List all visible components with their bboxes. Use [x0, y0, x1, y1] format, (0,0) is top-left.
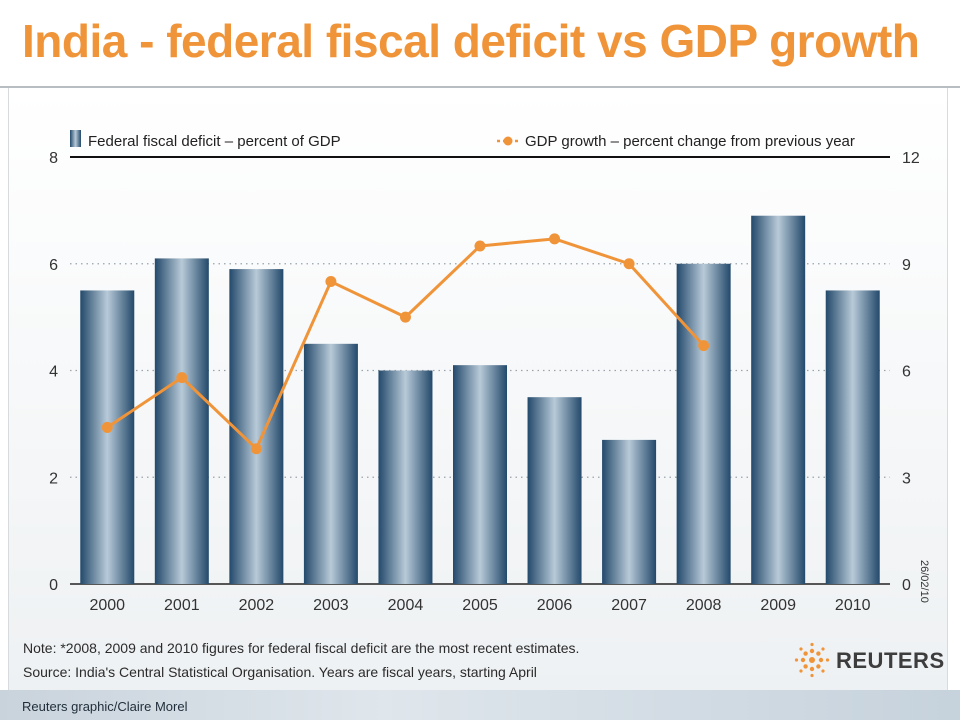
bar — [154, 258, 209, 584]
y-left-tick-label: 6 — [49, 257, 58, 274]
title-divider — [0, 86, 960, 88]
y-left-tick-label: 2 — [49, 470, 58, 487]
x-tick-label: 2000 — [89, 597, 125, 614]
y-right-tick-label: 6 — [902, 364, 911, 381]
gdp-growth-point — [698, 340, 710, 352]
x-tick-label: 2003 — [313, 597, 349, 614]
gdp-growth-point — [250, 443, 262, 455]
bar — [602, 439, 657, 584]
reuters-logo-text: REUTERS — [836, 648, 945, 673]
reuters-logo-icon — [794, 642, 830, 678]
chart-source: Source: India's Central Statistical Orga… — [23, 664, 537, 680]
x-tick-label: 2004 — [388, 597, 424, 614]
reuters-logo: REUTERS — [794, 640, 944, 680]
gdp-growth-point — [549, 233, 561, 245]
gdp-growth-point — [399, 311, 411, 323]
x-tick-label: 2010 — [835, 597, 871, 614]
credit-band — [0, 690, 960, 720]
bar — [825, 290, 880, 584]
graphic-credit: Reuters graphic/Claire Morel — [22, 699, 188, 714]
y-right-tick-label: 9 — [902, 257, 911, 274]
y-right-tick-label: 12 — [902, 150, 920, 167]
y-left-tick-label: 4 — [49, 364, 58, 381]
y-right-tick-label: 3 — [902, 470, 911, 487]
bar — [453, 365, 507, 584]
legend-swatch-bar — [70, 130, 81, 147]
gdp-growth-point — [623, 258, 635, 270]
legend-label-gdp-growth: GDP growth – percent change from previou… — [525, 133, 855, 150]
y-left-tick-label: 8 — [49, 150, 58, 167]
page-title: India - federal fiscal deficit vs GDP gr… — [22, 15, 920, 67]
bar — [527, 397, 582, 584]
gdp-growth-point — [474, 240, 486, 252]
bar — [229, 269, 284, 584]
x-tick-label: 2002 — [239, 597, 275, 614]
bar — [676, 263, 731, 584]
x-tick-label: 2007 — [611, 597, 647, 614]
date-stamp: 26/02/10 — [918, 560, 930, 603]
x-tick-label: 2001 — [164, 597, 200, 614]
bar — [303, 343, 358, 584]
bar — [378, 370, 433, 584]
bar — [751, 215, 806, 584]
y-right-tick-label: 0 — [902, 577, 911, 594]
gdp-growth-point — [176, 372, 188, 384]
legend-marker-gdp — [503, 136, 513, 146]
x-tick-label: 2008 — [686, 597, 722, 614]
y-left-tick-label: 0 — [49, 577, 58, 594]
gdp-growth-point — [325, 276, 337, 288]
x-tick-label: 2005 — [462, 597, 498, 614]
gdp-growth-point — [101, 421, 113, 433]
chart-note: Note: *2008, 2009 and 2010 figures for f… — [23, 640, 580, 656]
x-tick-label: 2009 — [760, 597, 796, 614]
legend-label-fiscal-deficit: Federal fiscal deficit – percent of GDP — [88, 133, 341, 150]
bar — [80, 290, 135, 584]
x-tick-label: 2006 — [537, 597, 573, 614]
